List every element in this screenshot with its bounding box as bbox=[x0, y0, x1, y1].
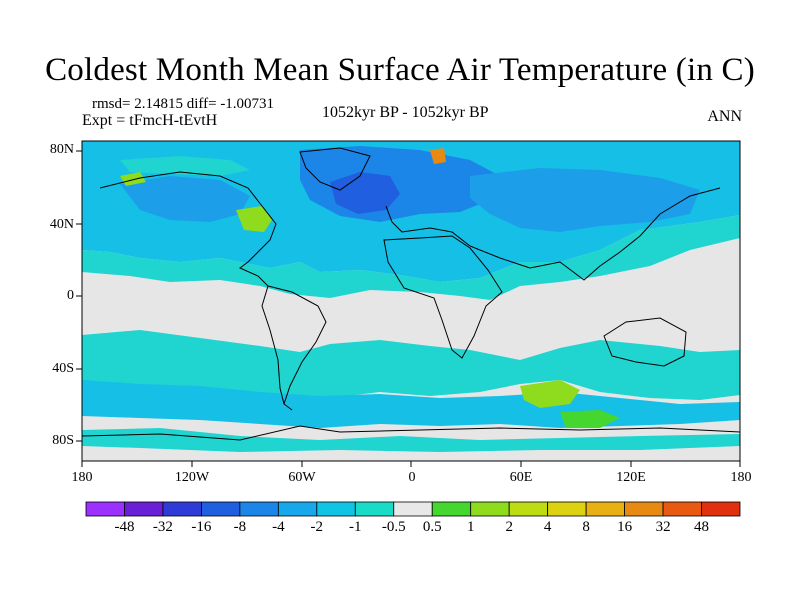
lat-tick-label: 80S bbox=[52, 433, 74, 448]
africa-coast bbox=[383, 235, 503, 359]
antarctic-cyan-patch bbox=[82, 428, 740, 452]
color-legend-bar bbox=[85, 501, 741, 517]
legend-swatch bbox=[470, 501, 510, 517]
australia-coast bbox=[603, 317, 687, 367]
rmsd-value: rmsd= 2.14815 bbox=[92, 96, 183, 112]
legend-label: 8 bbox=[582, 519, 590, 535]
stats-line: rmsd= 2.14815 diff= -1.00731 bbox=[92, 96, 274, 113]
north-atlantic-deep-blue-core bbox=[330, 172, 400, 214]
siberia-warm-patch bbox=[430, 148, 446, 164]
legend-swatch bbox=[85, 501, 125, 517]
greenland-coast bbox=[299, 147, 371, 191]
lon-tick-label: 180 bbox=[730, 470, 752, 485]
south-america-west-coast bbox=[261, 285, 285, 405]
lon-tick-label: 0 bbox=[408, 470, 416, 485]
experiment-label: Expt = tFmcH-tEvtH bbox=[82, 112, 218, 129]
legend-label: -4 bbox=[272, 519, 285, 535]
europe-coast bbox=[385, 205, 471, 247]
legend-swatch bbox=[239, 501, 279, 517]
lon-tick-label: 60E bbox=[509, 470, 533, 485]
lon-tick-label: 120W bbox=[174, 470, 210, 485]
legend-swatch bbox=[354, 501, 395, 517]
north-america-green-patch bbox=[236, 206, 272, 232]
eurasia-blue-region bbox=[470, 168, 700, 232]
lat-tick-label: 0 bbox=[67, 288, 74, 303]
legend-swatch bbox=[431, 501, 472, 517]
southern-green-patch-2 bbox=[560, 410, 620, 428]
lon-tick-label: 120E bbox=[616, 470, 646, 485]
antarctica-coast bbox=[81, 425, 741, 441]
lon-tick-label: 60W bbox=[288, 470, 316, 485]
map-panel bbox=[76, 140, 741, 467]
coastlines bbox=[81, 147, 741, 441]
legend-label: 48 bbox=[694, 519, 709, 535]
legend-label: 16 bbox=[617, 519, 633, 535]
legend-swatch bbox=[547, 501, 587, 517]
legend-label: 1 bbox=[466, 519, 475, 535]
legend-label: -48 bbox=[114, 519, 135, 535]
lat-tick-label: 80N bbox=[49, 142, 74, 157]
legend-swatch bbox=[393, 501, 433, 517]
legend-swatch bbox=[585, 501, 625, 517]
canada-blue-region bbox=[120, 176, 250, 222]
period-label: 1052kyr BP - 1052kyr BP bbox=[322, 104, 489, 121]
south-light-cyan-band bbox=[82, 330, 740, 400]
legend-label: -32 bbox=[152, 519, 173, 535]
legend-swatch bbox=[201, 501, 241, 517]
arctic-green-patch bbox=[120, 172, 146, 186]
season-label: ANN bbox=[707, 108, 742, 125]
diff-value: diff= -1.00731 bbox=[186, 96, 275, 112]
legend-label: -1 bbox=[349, 519, 362, 535]
southern-green-patch bbox=[520, 380, 580, 408]
north-america-coast bbox=[99, 171, 277, 287]
lon-tick-label: 180 bbox=[71, 470, 93, 485]
legend-label: 4 bbox=[543, 519, 552, 535]
legend-label: 0.5 bbox=[422, 519, 442, 535]
legend-swatch bbox=[277, 501, 318, 517]
tick-marks bbox=[76, 150, 741, 467]
legend-swatch bbox=[624, 501, 664, 517]
lat-tick-label: 40N bbox=[49, 217, 74, 232]
south-america-coast bbox=[267, 285, 327, 411]
north-light-cyan-band bbox=[82, 215, 740, 300]
legend-label: 2 bbox=[505, 519, 513, 535]
map-title: Coldest Month Mean Surface Air Temperatu… bbox=[45, 52, 755, 88]
lat-tick-label: 40S bbox=[52, 361, 74, 376]
legend-swatch bbox=[662, 501, 702, 517]
asia-coast bbox=[469, 187, 721, 281]
legend-swatch bbox=[701, 501, 741, 517]
legend-swatch bbox=[316, 501, 356, 517]
legend-label: 32 bbox=[655, 519, 671, 535]
legend-label: -16 bbox=[191, 519, 212, 535]
legend-label: -0.5 bbox=[381, 519, 406, 535]
legend-swatch bbox=[162, 501, 202, 517]
legend-label: -2 bbox=[310, 519, 324, 535]
arctic-light-cyan-patch bbox=[120, 156, 250, 176]
legend-label: -8 bbox=[233, 519, 247, 535]
legend-swatch bbox=[508, 501, 549, 517]
legend-swatch bbox=[124, 501, 164, 517]
